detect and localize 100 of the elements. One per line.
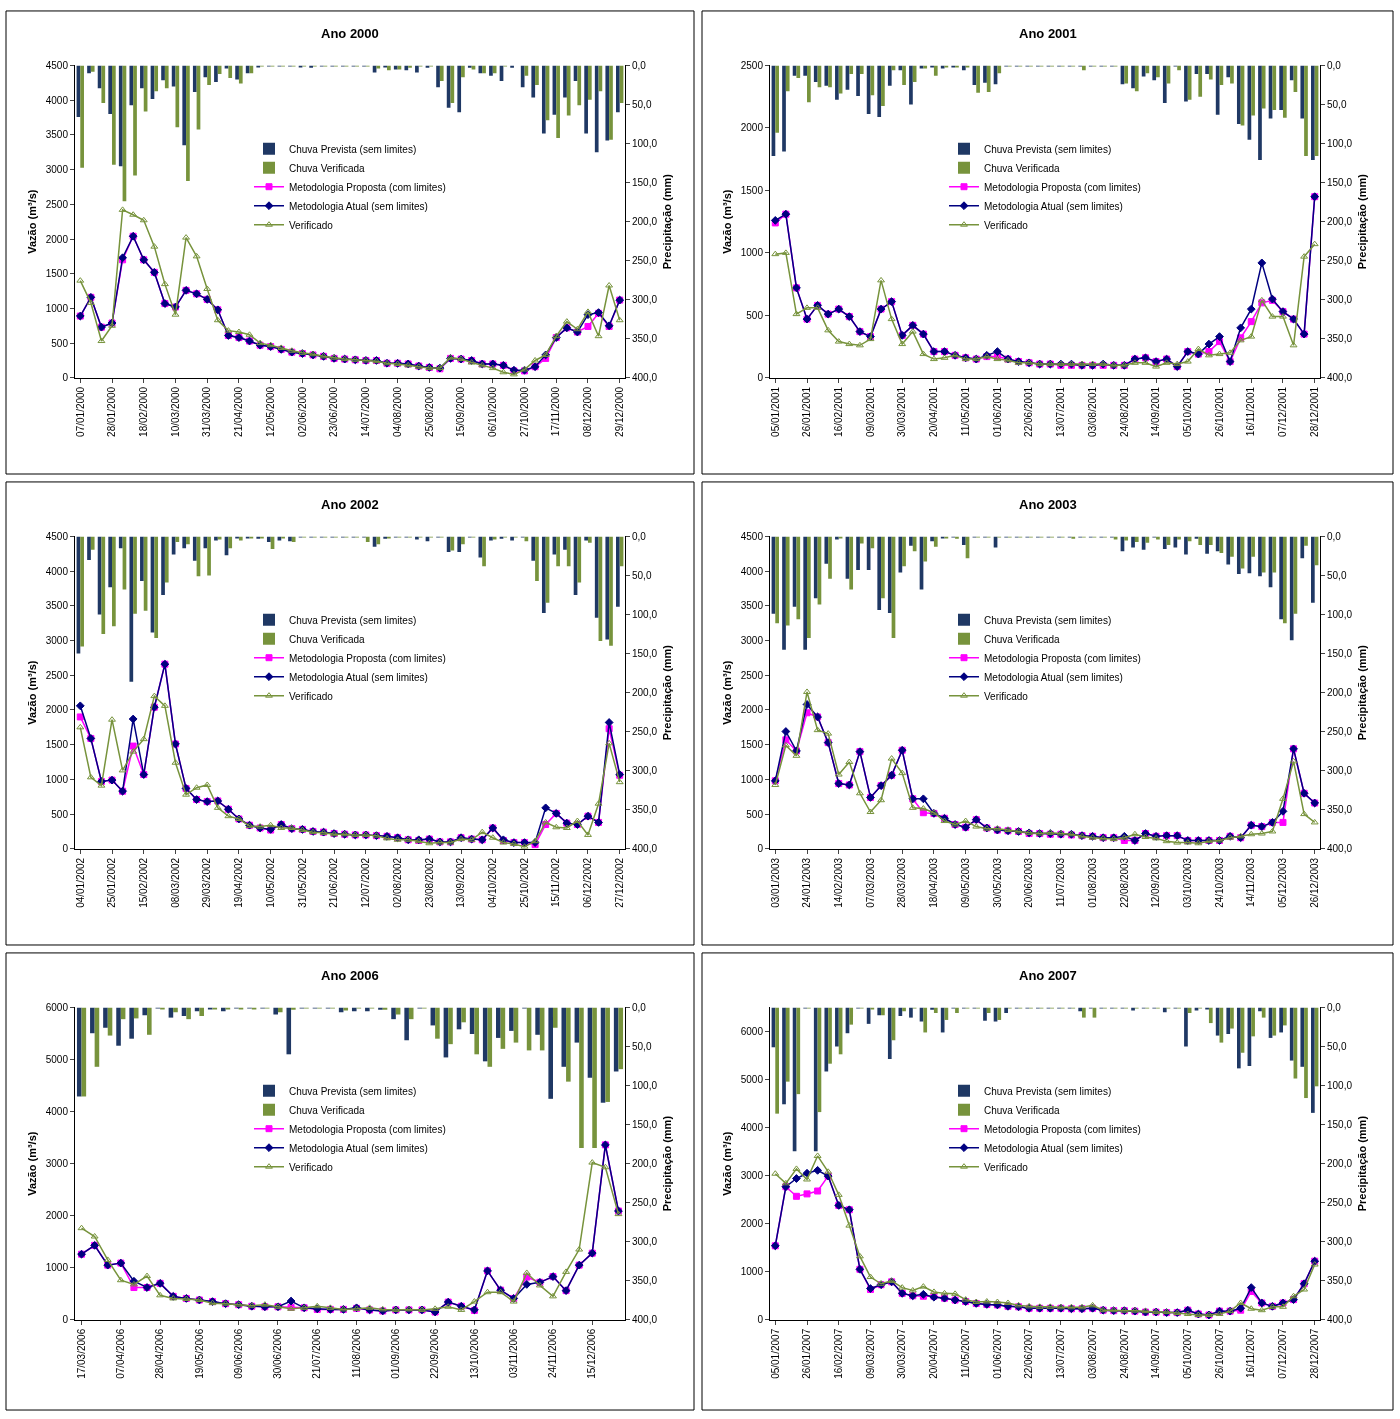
x-tick-label: 11/08/2006 (350, 1328, 362, 1379)
x-tick-label: 11/05/2007 (959, 1328, 971, 1379)
x-tick-label: 10/05/2002 (264, 857, 276, 908)
chart-title: Ano 2002 (321, 497, 379, 512)
x-tick-label: 09/06/2006 (232, 1328, 244, 1379)
y2-tick-label: 400,0 (1327, 372, 1353, 384)
y-tick-label: 0 (757, 372, 764, 384)
x-tick-label: 26/01/2001 (801, 386, 813, 437)
y2-tick-label: 250,0 (1327, 726, 1353, 738)
x-tick-label: 05/10/2001 (1182, 386, 1194, 437)
y-tick-label: 1000 (45, 773, 69, 785)
x-tick-label: 26/10/2001 (1213, 386, 1225, 437)
y2-tick-label: 150,0 (1327, 177, 1353, 189)
y2-tick-label: 350,0 (632, 804, 658, 816)
y2-tick-label: 0,0 (1327, 530, 1342, 542)
x-tick-label: 12/07/2002 (360, 857, 372, 908)
x-tick-label: 30/03/2007 (896, 1328, 908, 1379)
x-tick-label: 29/12/2000 (613, 386, 625, 437)
legend-label: Metodologia Atual (sem limites) (289, 1142, 428, 1154)
y-tick-label: 1500 (45, 268, 69, 280)
x-tick-label: 13/09/2002 (455, 857, 467, 908)
x-tick-label: 30/06/2006 (272, 1328, 284, 1379)
y2-tick-label: 200,0 (632, 1158, 658, 1170)
legend-label: Chuva Prevista (sem limites) (984, 614, 1112, 626)
y-tick-label: 500 (746, 309, 764, 321)
y2-axis-title: Precipitação (mm) (660, 1115, 673, 1212)
y2-tick-label: 0,0 (1327, 1001, 1342, 1013)
y-axis-title: Vazão (m³/s) (26, 660, 39, 725)
y2-tick-label: 150,0 (632, 1119, 658, 1131)
x-tick-label: 09/05/2003 (959, 857, 971, 908)
y2-tick-label: 350,0 (632, 333, 658, 345)
y2-tick-label: 300,0 (1327, 294, 1353, 306)
y-tick-label: 0 (62, 843, 69, 855)
x-tick-label: 26/10/2007 (1213, 1328, 1225, 1379)
y2-axis-title: Precipitação (mm) (1355, 1115, 1368, 1212)
y2-tick-label: 100,0 (1327, 138, 1353, 150)
x-tick-label: 11/05/2001 (959, 386, 971, 437)
x-tick-label: 15/11/2002 (550, 857, 562, 908)
y2-tick-label: 350,0 (632, 1275, 658, 1287)
x-tick-label: 25/10/2002 (518, 857, 530, 908)
legend-label: Chuva Verificada (289, 1104, 366, 1116)
x-tick-label: 31/03/2000 (201, 386, 213, 437)
y-tick-label: 3000 (740, 635, 764, 647)
x-tick-label: 01/09/2006 (390, 1328, 402, 1379)
legend-label: Verificado (289, 1161, 334, 1173)
y-tick-label: 4500 (45, 530, 69, 542)
y-tick-label: 2500 (740, 59, 764, 71)
y-tick-label: 3500 (45, 129, 69, 141)
x-tick-label: 21/04/2000 (233, 386, 245, 437)
y-tick-label: 2000 (45, 233, 69, 245)
y2-tick-label: 400,0 (1327, 843, 1353, 855)
y-axis-title: Vazão (m³/s) (721, 660, 734, 725)
y2-tick-label: 250,0 (1327, 1197, 1353, 1209)
y2-tick-label: 300,0 (632, 1236, 658, 1248)
y-tick-label: 2000 (740, 1218, 764, 1230)
y-tick-label: 500 (51, 808, 69, 820)
y-tick-label: 1000 (45, 1262, 69, 1274)
y-tick-label: 4000 (45, 565, 69, 577)
x-tick-label: 04/01/2002 (74, 857, 86, 908)
y2-tick-label: 50,0 (1327, 99, 1347, 111)
y2-tick-label: 250,0 (632, 255, 658, 267)
y2-tick-label: 100,0 (632, 609, 658, 621)
x-tick-label: 26/12/2003 (1308, 857, 1320, 908)
y2-tick-label: 250,0 (1327, 255, 1353, 267)
x-tick-label: 24/01/2003 (801, 857, 813, 908)
y-tick-label: 2500 (45, 669, 69, 681)
legend-label: Chuva Prevista (sem limites) (984, 143, 1112, 155)
y-tick-label: 5000 (740, 1074, 764, 1086)
legend-label: Metodologia Proposta (com limites) (984, 1123, 1141, 1135)
x-tick-label: 14/09/2007 (1150, 1328, 1162, 1379)
x-tick-label: 16/02/2007 (833, 1328, 844, 1379)
y2-tick-label: 0,0 (632, 530, 647, 542)
x-tick-label: 24/10/2003 (1213, 857, 1225, 908)
x-tick-label: 28/12/2007 (1308, 1328, 1320, 1379)
y2-tick-label: 100,0 (632, 138, 658, 150)
y-axis-title: Vazão (m³/s) (721, 1131, 734, 1196)
x-tick-label: 07/03/2003 (864, 857, 876, 908)
y-tick-label: 0 (62, 372, 69, 384)
x-tick-label: 07/12/2001 (1277, 386, 1289, 437)
y2-tick-label: 100,0 (1327, 609, 1353, 621)
y-axis-title: Vazão (m³/s) (26, 189, 39, 254)
chart-title: Ano 2006 (321, 968, 379, 983)
y2-tick-label: 100,0 (1327, 1080, 1353, 1092)
legend-label: Chuva Verificada (984, 162, 1061, 174)
x-tick-label: 06/12/2002 (582, 857, 594, 908)
y2-tick-label: 400,0 (1327, 1314, 1353, 1326)
chart-title: Ano 2003 (1019, 497, 1077, 512)
y2-tick-label: 300,0 (1327, 765, 1353, 777)
y2-tick-label: 150,0 (632, 648, 658, 660)
chart-title: Ano 2000 (321, 26, 379, 41)
legend-label: Metodologia Proposta (com limites) (984, 181, 1141, 193)
x-tick-label: 16/02/2001 (833, 386, 844, 437)
y-tick-label: 6000 (740, 1025, 764, 1037)
y-axis-title: Vazão (m³/s) (721, 189, 734, 254)
x-tick-label: 15/02/2002 (138, 857, 149, 908)
y-tick-label: 3000 (45, 164, 69, 176)
y-tick-label: 1500 (740, 184, 764, 196)
x-tick-label: 27/10/2000 (518, 386, 530, 437)
y2-tick-label: 350,0 (1327, 1275, 1353, 1287)
y-tick-label: 5000 (45, 1054, 69, 1066)
